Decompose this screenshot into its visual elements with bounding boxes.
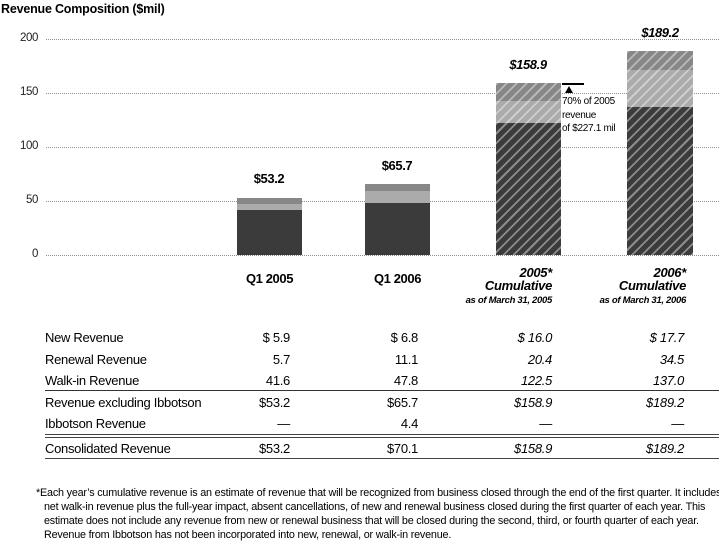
gridline-100 bbox=[46, 147, 719, 148]
bar-segment-walk-in-revenue bbox=[496, 122, 561, 255]
cell-q1-2006: $65.7 bbox=[386, 394, 418, 410]
row-label: Consolidated Revenue bbox=[45, 440, 171, 456]
y-axis-tick-50: 50 bbox=[26, 194, 38, 206]
stacked-bar-1 bbox=[237, 197, 302, 255]
y-axis-tick-150: 150 bbox=[20, 86, 38, 98]
annotation-text: 70% of 2005 revenue of $227.1 mil bbox=[562, 95, 657, 136]
cell-2006-cumulative: 137.0 bbox=[652, 372, 684, 388]
x-axis-label-q1-2006: Q1 2006 bbox=[373, 271, 422, 286]
revenue-table: New Revenue $ 5.9 $ 6.8 $ 16.0 $ 17.7 Re… bbox=[45, 326, 719, 459]
cell-q1-2005: 41.6 bbox=[265, 372, 290, 388]
cell-2005-cumulative: 122.5 bbox=[520, 372, 552, 388]
cell-2005-cumulative: 20.4 bbox=[527, 351, 552, 367]
bar-segment-new-revenue bbox=[237, 197, 302, 204]
stacked-bar-4 bbox=[627, 50, 693, 256]
table-row: Renewal Revenue 5.7 11.1 20.4 34.5 bbox=[45, 348, 719, 370]
footnote: *Each year’s cumulative revenue is an es… bbox=[36, 487, 719, 543]
cell-2006-cumulative: $189.2 bbox=[646, 394, 684, 410]
bar-value-label-2006-cumulative: $189.2 bbox=[641, 25, 679, 40]
cell-2005-cumulative: $158.9 bbox=[514, 394, 552, 410]
bar-value-label-q1-2006: $65.7 bbox=[381, 158, 413, 173]
bar-segment-new-revenue bbox=[627, 50, 693, 70]
table-row: Consolidated Revenue $53.2 $70.1 $158.9 … bbox=[45, 438, 719, 459]
row-label: Revenue excluding Ibbotson bbox=[45, 394, 202, 410]
row-label: Ibbotson Revenue bbox=[45, 416, 146, 431]
x-axis-label-2006-cumulative: 2006* Cumulative as of March 31, 2006 bbox=[554, 265, 687, 306]
table-row: Walk-in Revenue 41.6 47.8 122.5 137.0 bbox=[45, 370, 719, 391]
cell-q1-2005: $53.2 bbox=[258, 440, 290, 456]
row-label: Renewal Revenue bbox=[45, 351, 147, 367]
cell-q1-2006: 11.1 bbox=[394, 351, 418, 367]
gridline-0 bbox=[46, 255, 719, 256]
level-marker-line bbox=[562, 83, 584, 85]
cell-q1-2006: 4.4 bbox=[400, 416, 418, 431]
table-row: New Revenue $ 5.9 $ 6.8 $ 16.0 $ 17.7 bbox=[45, 326, 719, 348]
row-label: New Revenue bbox=[45, 329, 124, 345]
x-axis-label-2005-cumulative: 2005* Cumulative as of March 31, 2005 bbox=[420, 265, 553, 306]
bar-segment-new-revenue bbox=[365, 184, 430, 192]
cell-2006-cumulative: $ 17.7 bbox=[649, 329, 685, 345]
cell-q1-2005: — bbox=[277, 416, 290, 431]
stacked-bar-3 bbox=[496, 83, 561, 255]
stacked-bar-2 bbox=[365, 184, 430, 255]
cell-q1-2006: $70.1 bbox=[386, 440, 418, 456]
annotation-line-3: of $227.1 mil bbox=[562, 123, 616, 134]
y-axis-tick-0: 0 bbox=[32, 248, 38, 260]
triangle-up-icon bbox=[565, 86, 573, 93]
y-axis-tick-100: 100 bbox=[20, 140, 38, 152]
cell-q1-2006: 47.8 bbox=[393, 372, 418, 388]
bar-segment-renewal-revenue bbox=[237, 203, 302, 211]
cell-2005-cumulative: — bbox=[539, 416, 552, 431]
page-title: Revenue Composition ($mil) bbox=[1, 2, 165, 16]
cell-q1-2005: 5.7 bbox=[272, 351, 290, 367]
cumulative-label: Cumulative bbox=[484, 278, 552, 293]
table-row: Revenue excluding Ibbotson $53.2 $65.7 $… bbox=[45, 391, 719, 413]
cell-q1-2005: $ 5.9 bbox=[262, 329, 291, 345]
x-axis-label-q1-2005: Q1 2005 bbox=[245, 271, 294, 286]
cumulative-year: 2006* bbox=[653, 265, 687, 280]
cell-2006-cumulative: $189.2 bbox=[646, 440, 684, 456]
bar-segment-walk-in-revenue bbox=[365, 203, 430, 255]
bar-value-label-2005-cumulative: $158.9 bbox=[509, 57, 547, 72]
cell-2006-cumulative: 34.5 bbox=[659, 351, 684, 367]
bar-segment-renewal-revenue bbox=[496, 100, 561, 123]
cell-q1-2005: $53.2 bbox=[258, 394, 290, 410]
bar-segment-renewal-revenue bbox=[365, 191, 430, 204]
annotation-line-2: revenue bbox=[562, 109, 597, 121]
cumulative-year: 2005* bbox=[519, 265, 553, 280]
footnote-asterisk: * bbox=[36, 487, 41, 499]
cell-2005-cumulative: $158.9 bbox=[514, 440, 552, 456]
cumulative-subtext: as of March 31, 2005 bbox=[465, 295, 553, 306]
bar-segment-new-revenue bbox=[496, 83, 561, 101]
gridline-200 bbox=[46, 39, 719, 40]
y-axis-tick-200: 200 bbox=[20, 32, 38, 44]
footnote-text: Each year’s cumulative revenue is an est… bbox=[40, 487, 719, 541]
cell-2006-cumulative: — bbox=[671, 416, 684, 431]
cell-q1-2006: $ 6.8 bbox=[390, 329, 419, 345]
bar-segment-walk-in-revenue bbox=[237, 210, 302, 255]
gridline-150 bbox=[46, 93, 719, 94]
cell-2005-cumulative: $ 16.0 bbox=[517, 329, 553, 345]
table-row: Ibbotson Revenue — 4.4 — — bbox=[45, 413, 719, 434]
row-label: Walk-in Revenue bbox=[45, 372, 140, 388]
bar-value-label-q1-2005: $53.2 bbox=[253, 171, 285, 186]
cumulative-subtext: as of March 31, 2006 bbox=[599, 295, 687, 306]
annotation-line-1: 70% of 2005 bbox=[562, 96, 615, 107]
table-divider-double bbox=[45, 434, 719, 438]
cumulative-label: Cumulative bbox=[618, 278, 686, 293]
